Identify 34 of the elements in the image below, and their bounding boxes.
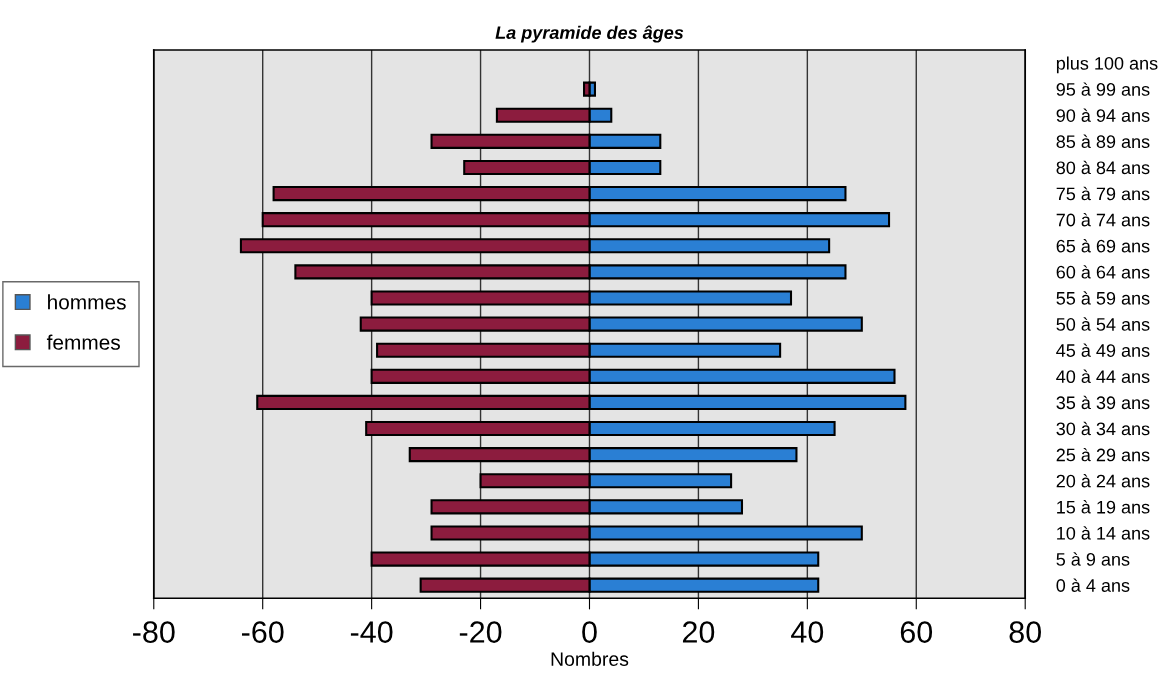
y-tick-label: 60 à 64 ans [1056,265,1150,279]
y-tick-label: 65 à 69 ans [1056,239,1150,253]
y-tick-label: plus 100 ans [1056,56,1158,74]
x-tick-label: -20 [459,621,502,643]
y-tick-label: 20 à 24 ans [1056,473,1150,488]
y-tick-label: 55 à 59 ans [1056,291,1150,305]
x-tick-label: 0 [582,621,597,643]
x-tick-label: -80 [133,621,175,643]
y-tick-label: 75 à 79 ans [1056,186,1150,201]
x-tick-label: 60 [900,621,933,643]
chart-title: La pyramide des âges [495,25,684,43]
y-tick-label: 50 à 54 ans [1056,317,1150,331]
y-tick-label: 70 à 74 ans [1056,212,1150,227]
y-tick-label: 5 à 9 ans [1056,552,1130,566]
y-tick-label: 35 à 39 ans [1056,395,1150,410]
x-tick-label: 40 [791,621,824,643]
y-tick-label: 95 à 99 ans [1056,82,1150,96]
x-axis-title: Nombres [551,651,629,666]
x-tick-label: -40 [350,621,393,643]
legend-label: femmes [46,334,120,350]
y-tick-label: 80 à 84 ans [1056,160,1150,175]
y-tick-label: 15 à 19 ans [1057,500,1150,514]
y-tick-label: 45 à 49 ans [1056,343,1150,357]
y-tick-label: 30 à 34 ans [1056,421,1150,436]
y-tick-label: 25 à 29 ans [1056,447,1150,462]
x-tick-label: 80 [1009,621,1041,643]
y-tick-label: 0 à 4 ans [1056,578,1130,592]
y-tick-label: 90 à 94 ans [1056,108,1150,122]
legend-label: hommes [48,294,126,310]
x-tick-label: -60 [241,621,284,643]
y-tick-label: 10 à 14 ans [1057,526,1150,540]
y-tick-label: 85 à 89 ans [1056,134,1150,149]
x-tick-label: 20 [682,621,715,643]
y-tick-label: 40 à 44 ans [1056,369,1150,384]
